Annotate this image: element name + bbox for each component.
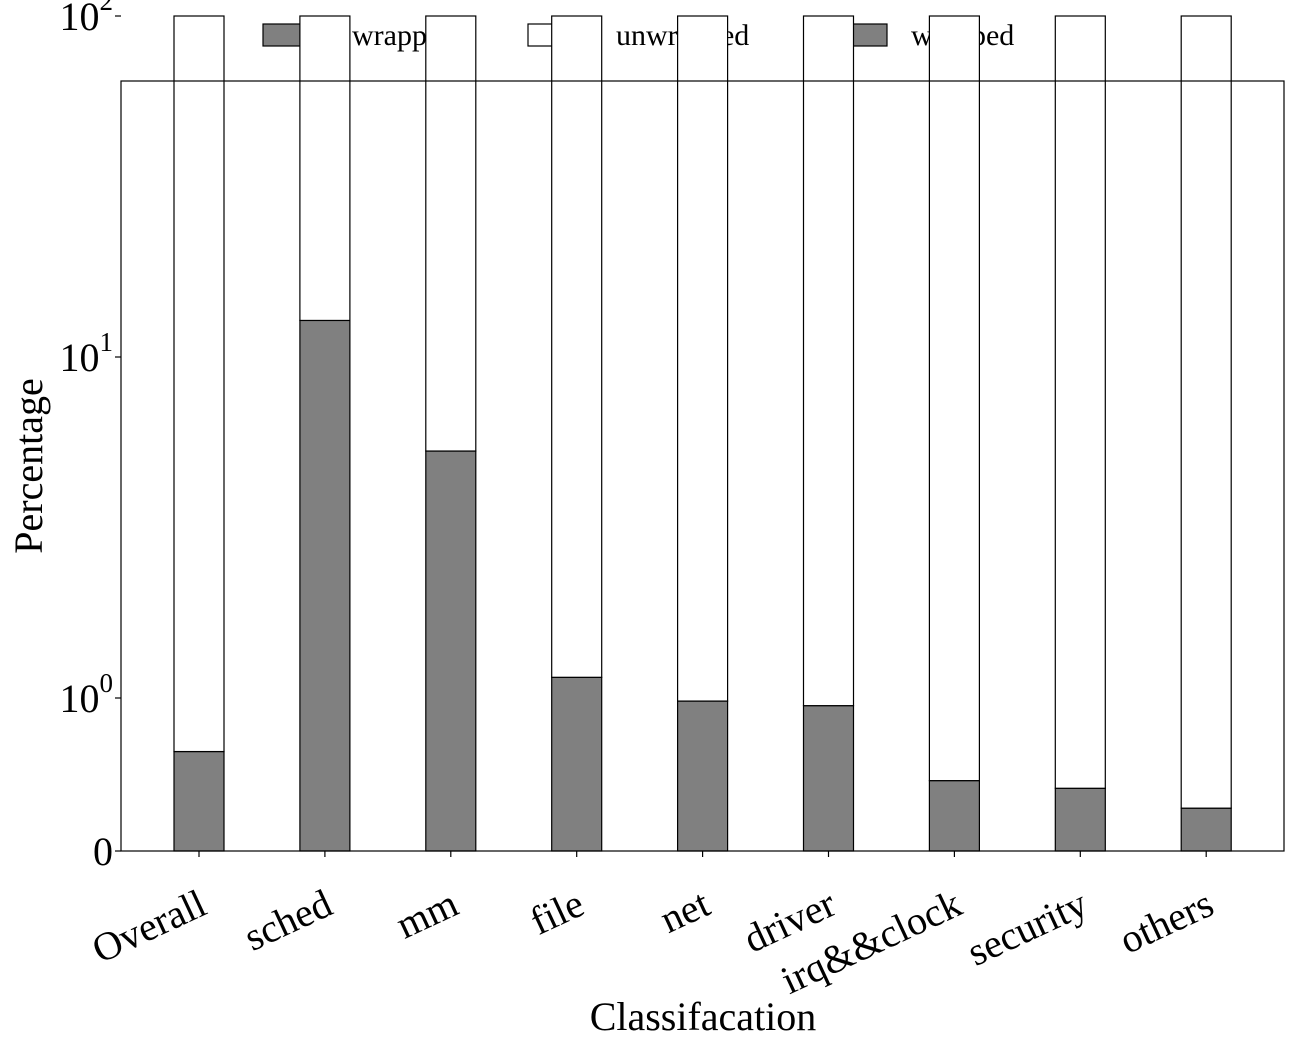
x-tick-label: mm [389,880,464,947]
x-tick-label: others [1112,880,1220,962]
x-tick-label: net [653,880,716,941]
bar-unwrapped-2 [425,15,477,452]
y-tick-label: 0 [93,829,113,874]
x-tick-label: security [960,880,1094,974]
bar-unwrapped-8 [1180,15,1232,809]
bar-unwrapped-7 [1054,15,1106,789]
bar-wrapped-8 [1180,807,1232,852]
y-axis: 0 100 101 102 [60,0,121,874]
bar-unwrapped-1 [299,15,351,322]
x-tick-label: sched [237,880,339,959]
bar-wrapped-4 [676,700,729,852]
x-tick-label: file [523,880,590,943]
bar-unwrapped-3 [551,15,603,678]
y-tick-label: 102 [60,0,114,39]
legend: wrappedunwrappedwrapped [262,19,1014,52]
bar-wrapped-1 [299,319,351,852]
x-axis: Overall sched mm file net driverirq&&clocksec… [85,851,1220,1003]
bar-unwrapped-4 [676,15,729,702]
bar-unwrapped-6 [928,15,981,782]
x-axis-label: Classifacation [590,994,817,1039]
bars [173,15,1232,852]
y-axis-label: Percentage [6,378,51,553]
bar-wrapped-5 [802,705,855,852]
bar-unwrapped-0 [173,15,225,753]
bar-wrapped-7 [1054,787,1106,852]
bar-unwrapped-5 [802,15,855,707]
y-tick-label: 100 [60,668,114,721]
bar-wrapped-0 [173,750,225,852]
y-tick-label: 101 [60,327,114,380]
bar-wrapped-2 [425,450,477,852]
bar-wrapped-3 [551,676,603,852]
x-tick-label: Overall [85,880,213,971]
bar-wrapped-6 [928,780,981,852]
